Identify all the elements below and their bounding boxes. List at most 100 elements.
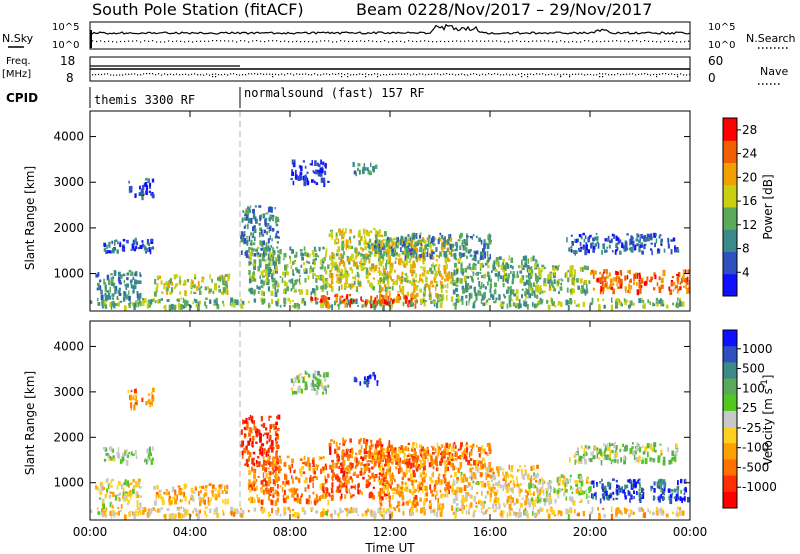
echo-cell — [524, 255, 528, 261]
echo-cell — [365, 479, 369, 484]
echo-cell — [270, 443, 274, 449]
echo-cell — [315, 510, 318, 514]
echo-cell — [479, 285, 483, 290]
echo-cell — [672, 237, 676, 242]
echo-cell — [546, 508, 549, 513]
echo-cell — [126, 277, 129, 281]
power-x-ticks — [89, 111, 691, 311]
echo-cell — [414, 295, 417, 299]
echo-cell — [494, 269, 498, 272]
echo-cell — [380, 287, 384, 292]
echo-cell — [338, 466, 340, 469]
echo-cell — [170, 303, 174, 310]
echo-cell — [653, 488, 656, 493]
echo-cell — [413, 287, 416, 293]
echo-cell — [417, 489, 420, 493]
echo-cell — [641, 277, 644, 280]
echo-cell — [309, 267, 312, 274]
echo-cell — [339, 462, 342, 466]
echo-cell — [481, 254, 484, 260]
echo-cell — [275, 421, 278, 426]
echo-cell — [347, 448, 349, 451]
echo-cell — [125, 449, 128, 455]
echo-cell — [399, 288, 402, 293]
echo-cell — [128, 290, 130, 296]
echo-cell — [537, 263, 539, 267]
echo-cell — [369, 454, 372, 459]
echo-cell — [476, 492, 479, 495]
echo-cell — [554, 499, 557, 504]
echo-cell — [405, 300, 407, 304]
echo-cell — [270, 290, 274, 296]
echo-cell — [494, 282, 497, 288]
echo-cell — [547, 482, 551, 489]
echo-cell — [264, 461, 268, 465]
echo-cell — [382, 258, 385, 262]
echo-cell — [248, 288, 251, 292]
echo-cell — [252, 250, 254, 256]
echo-cell — [388, 440, 391, 444]
echo-cell — [487, 466, 490, 472]
echo-cell — [468, 302, 470, 306]
echo-cell — [452, 465, 456, 471]
echo-cell — [507, 473, 510, 479]
echo-cell — [359, 169, 361, 175]
echo-cell — [458, 234, 462, 239]
echo-cell — [624, 299, 627, 305]
echo-cell — [379, 501, 381, 505]
echo-cell — [296, 497, 299, 504]
echo-cell — [618, 488, 621, 493]
echo-cell — [679, 496, 682, 502]
echo-cell — [456, 486, 459, 492]
echo-cell — [241, 231, 243, 237]
echo-cell — [336, 477, 340, 482]
echo-cell — [378, 260, 381, 266]
echo-cell — [205, 297, 208, 300]
echo-cell — [202, 498, 204, 504]
echo-cell — [249, 261, 252, 265]
echo-cell — [233, 299, 237, 303]
echo-cell — [355, 298, 358, 305]
echo-cell — [313, 266, 316, 269]
echo-cell — [537, 302, 540, 306]
echo-cell — [403, 249, 407, 253]
echo-cell — [389, 456, 392, 463]
echo-cell — [331, 462, 335, 469]
echo-cell — [532, 483, 535, 489]
echo-cell — [617, 492, 620, 496]
echo-cell — [479, 267, 482, 271]
echo-cell — [571, 279, 574, 283]
echo-cell — [150, 391, 153, 395]
echo-cell — [491, 479, 493, 483]
echo-cell — [403, 294, 406, 300]
echo-cell — [260, 499, 264, 505]
echo-cell — [248, 497, 251, 501]
echo-cell — [163, 282, 166, 286]
echo-cell — [357, 163, 361, 167]
echo-cell — [146, 448, 149, 454]
echo-cell — [412, 279, 415, 283]
echo-cell — [526, 289, 530, 295]
echo-cell — [371, 444, 374, 447]
echo-cell — [421, 508, 425, 512]
echo-cell — [147, 457, 150, 462]
echo-cell — [441, 493, 444, 498]
echo-cell — [255, 441, 258, 444]
echo-cell — [323, 257, 326, 261]
echo-cell — [199, 500, 202, 507]
echo-cell — [128, 180, 130, 184]
echo-cell — [313, 273, 316, 277]
echo-cell — [298, 374, 301, 380]
echo-cell — [477, 463, 479, 466]
echo-cell — [395, 257, 398, 260]
echo-cell — [425, 300, 427, 302]
echo-cell — [116, 485, 119, 490]
echo-cell — [149, 183, 151, 189]
echo-cell — [502, 262, 504, 267]
echo-cell — [262, 449, 265, 455]
echo-cell — [365, 253, 369, 260]
echo-cell — [252, 459, 254, 466]
echo-cell — [389, 246, 391, 249]
echo-cell — [462, 252, 465, 257]
echo-cell — [163, 492, 166, 495]
